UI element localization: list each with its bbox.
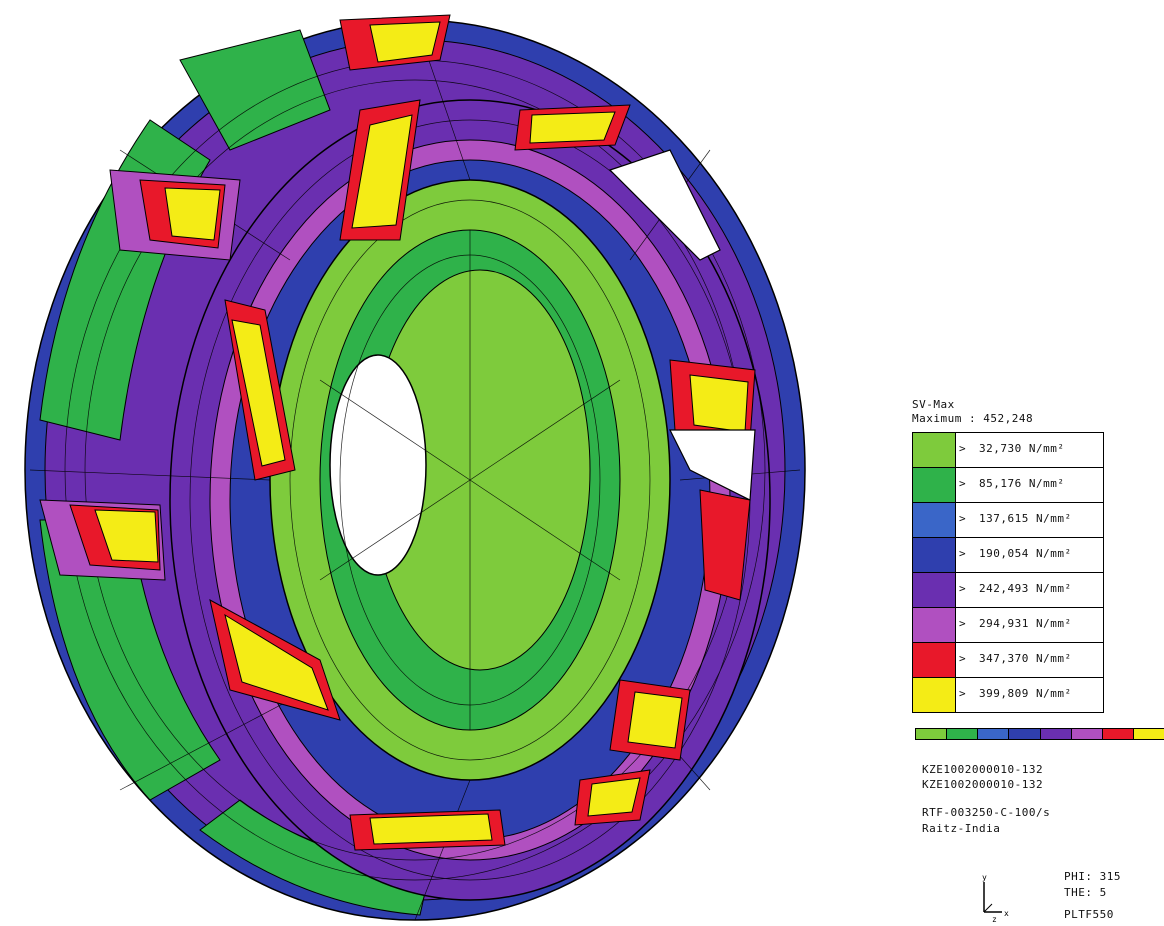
color-scale-segment: [1133, 729, 1164, 739]
view-the: THE: 5: [1064, 886, 1107, 899]
legend-row: > 242,493 N/mm²: [912, 573, 1104, 608]
color-scale-segment: [1071, 729, 1103, 739]
legend-row: > 85,176 N/mm²: [912, 468, 1104, 503]
legend-row: > 190,054 N/mm²: [912, 538, 1104, 573]
legend-value: 294,931 N/mm²: [979, 617, 1072, 630]
view-phi: PHI: 315: [1064, 870, 1121, 883]
legend-title: SV-Max: [912, 398, 955, 411]
legend-sign: >: [959, 512, 966, 525]
legend-value: 32,730 N/mm²: [979, 442, 1065, 455]
legend-sign: >: [959, 547, 966, 560]
legend-row: > 347,370 N/mm²: [912, 643, 1104, 678]
color-scale-bar: [915, 728, 1164, 740]
legend-sign: >: [959, 687, 966, 700]
legend-row: > 137,615 N/mm²: [912, 503, 1104, 538]
model-id-line-1: KZE1002000010-132: [922, 763, 1044, 776]
legend-sign: >: [959, 617, 966, 630]
legend-swatch: [913, 538, 956, 572]
stress-legend: SV-Max Maximum : 452,248 > 32,730 N/mm² …: [912, 398, 1164, 713]
legend-sign: >: [959, 582, 966, 595]
legend-swatch: [913, 433, 956, 467]
legend-value: 399,809 N/mm²: [979, 687, 1072, 700]
legend-value: 242,493 N/mm²: [979, 582, 1072, 595]
color-scale-segment: [1009, 729, 1041, 739]
legend-swatch: [913, 573, 956, 607]
plot-id: PLTF550: [1064, 908, 1114, 921]
legend-row: > 32,730 N/mm²: [912, 432, 1104, 468]
legend-value: 85,176 N/mm²: [979, 477, 1065, 490]
color-scale-segment: [916, 729, 948, 739]
legend-sign: >: [959, 442, 966, 455]
legend-value: 190,054 N/mm²: [979, 547, 1072, 560]
legend-maximum: Maximum : 452,248: [912, 412, 1034, 425]
color-scale-segment: [1040, 729, 1072, 739]
color-scale-segment: [978, 729, 1010, 739]
model-id-line-2: KZE1002000010-132: [922, 778, 1044, 791]
coordinate-axes-icon: y x z: [982, 873, 1009, 922]
legend-swatch: [913, 678, 956, 712]
impeller-stress-model: [24, 14, 806, 921]
color-scale-segment: [1102, 729, 1134, 739]
legend-sign: >: [959, 477, 966, 490]
legend-value: 137,615 N/mm²: [979, 512, 1072, 525]
high-stress-patches: [39, 14, 756, 851]
legend-rows: > 32,730 N/mm² > 85,176 N/mm² > 137,615 …: [912, 432, 1164, 713]
legend-row: > 399,809 N/mm²: [912, 678, 1104, 713]
legend-swatch: [913, 643, 956, 677]
color-scale-segment: [947, 729, 979, 739]
blade-openings: [608, 149, 756, 501]
legend-value: 347,370 N/mm²: [979, 652, 1072, 665]
legend-row: > 294,931 N/mm²: [912, 608, 1104, 643]
axis-label-z: z: [992, 915, 997, 922]
drawing-number: RTF-003250-C-100/s: [922, 806, 1051, 819]
axis-label-y: y: [982, 873, 987, 882]
bore-opening: [329, 354, 427, 576]
legend-swatch: [913, 503, 956, 537]
legend-sign: >: [959, 652, 966, 665]
axis-label-x: x: [1004, 909, 1009, 918]
legend-swatch: [913, 608, 956, 642]
company-name: Raitz-India: [922, 822, 1001, 835]
legend-swatch: [913, 468, 956, 502]
